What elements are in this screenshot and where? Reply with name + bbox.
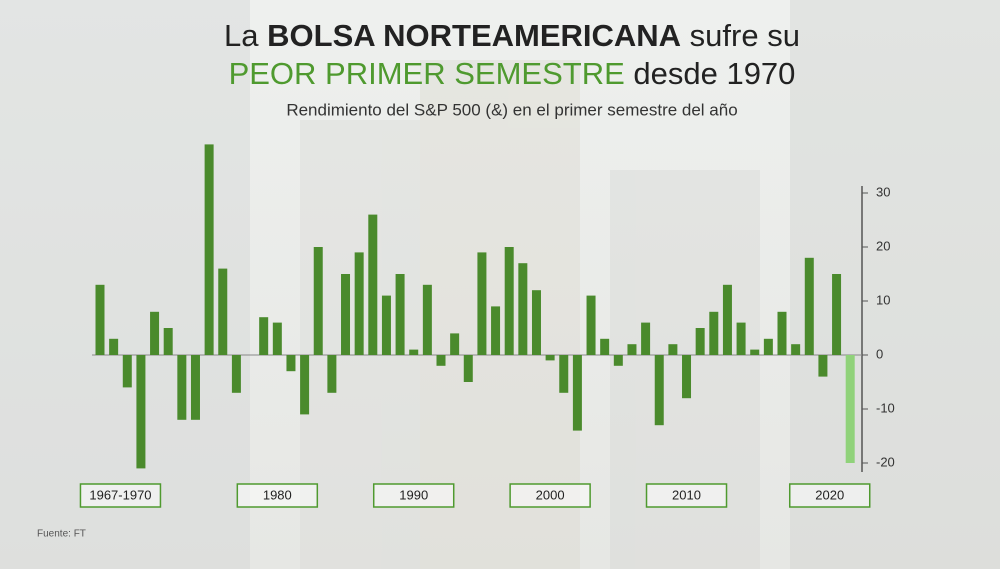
x-label-box <box>79 483 162 508</box>
bar <box>450 333 460 355</box>
bar <box>668 344 678 355</box>
bar <box>286 355 296 372</box>
x-label-box <box>788 483 871 508</box>
bar <box>150 311 160 355</box>
y-tick-label: -10 <box>876 400 895 415</box>
bar <box>463 355 473 382</box>
bar <box>204 144 214 355</box>
x-label: 1967-1970 <box>89 487 151 502</box>
bar <box>600 338 610 355</box>
bar <box>654 355 664 426</box>
bar <box>641 322 651 355</box>
bar <box>791 344 801 355</box>
bar <box>409 349 419 355</box>
bar <box>504 247 514 355</box>
y-tick-label: 10 <box>876 292 890 307</box>
bar <box>272 322 282 355</box>
bar <box>559 355 569 393</box>
title-part: La <box>224 18 267 53</box>
bar <box>95 284 105 355</box>
bar <box>163 328 173 355</box>
bar <box>804 257 814 355</box>
title-part: desde 1970 <box>625 56 796 91</box>
x-label: 2000 <box>536 487 565 502</box>
bar <box>190 355 200 420</box>
bar <box>354 252 364 355</box>
bar <box>613 355 623 366</box>
bar <box>545 355 555 361</box>
x-label-box <box>645 483 728 508</box>
bar <box>122 355 132 388</box>
y-tick-label: 20 <box>876 238 890 253</box>
y-tick-label: -20 <box>876 454 895 469</box>
bar <box>341 274 351 355</box>
bar <box>572 355 582 431</box>
title-part: sufre su <box>681 18 800 53</box>
bar <box>109 338 119 355</box>
bar <box>218 268 228 355</box>
bar <box>845 355 855 463</box>
title-part: BOLSA NORTEAMERICANA <box>267 18 681 53</box>
bar <box>395 274 405 355</box>
bar <box>381 295 391 355</box>
x-label: 1980 <box>263 487 292 502</box>
y-tick-label: 30 <box>876 184 890 199</box>
bar <box>586 295 596 355</box>
bar <box>327 355 337 393</box>
x-label: 1990 <box>399 487 428 502</box>
x-label-box <box>509 483 591 508</box>
bar <box>531 290 541 355</box>
subtitle: Rendimiento del S&P 500 (&) en el primer… <box>286 100 737 119</box>
bar <box>477 252 487 355</box>
bar <box>313 247 323 355</box>
y-tick-label: 0 <box>876 346 883 361</box>
bar <box>709 311 719 355</box>
bar <box>722 284 732 355</box>
bar <box>136 355 146 469</box>
bar <box>777 311 787 355</box>
bar <box>177 355 187 420</box>
x-label: 2010 <box>672 487 701 502</box>
x-label-box <box>372 483 455 508</box>
bar <box>695 328 705 355</box>
bar <box>422 284 432 355</box>
x-label: 2020 <box>815 487 844 502</box>
bar <box>627 344 637 355</box>
bar <box>259 317 269 355</box>
bar <box>436 355 446 366</box>
title-part: PEOR PRIMER SEMESTRE <box>229 56 625 91</box>
bar <box>818 355 828 377</box>
bar <box>518 263 528 355</box>
bar <box>682 355 692 399</box>
source: Fuente: FT <box>37 529 86 540</box>
bar <box>750 349 760 355</box>
title-line: La BOLSA NORTEAMERICANA sufre su <box>224 18 800 53</box>
bar <box>763 338 773 355</box>
x-label-box <box>236 483 319 508</box>
bar <box>491 306 501 355</box>
bar <box>368 214 378 355</box>
bar <box>300 355 310 415</box>
bar <box>832 274 842 355</box>
bar <box>736 322 746 355</box>
title-line: PEOR PRIMER SEMESTRE desde 1970 <box>229 56 796 91</box>
bar <box>231 355 241 393</box>
